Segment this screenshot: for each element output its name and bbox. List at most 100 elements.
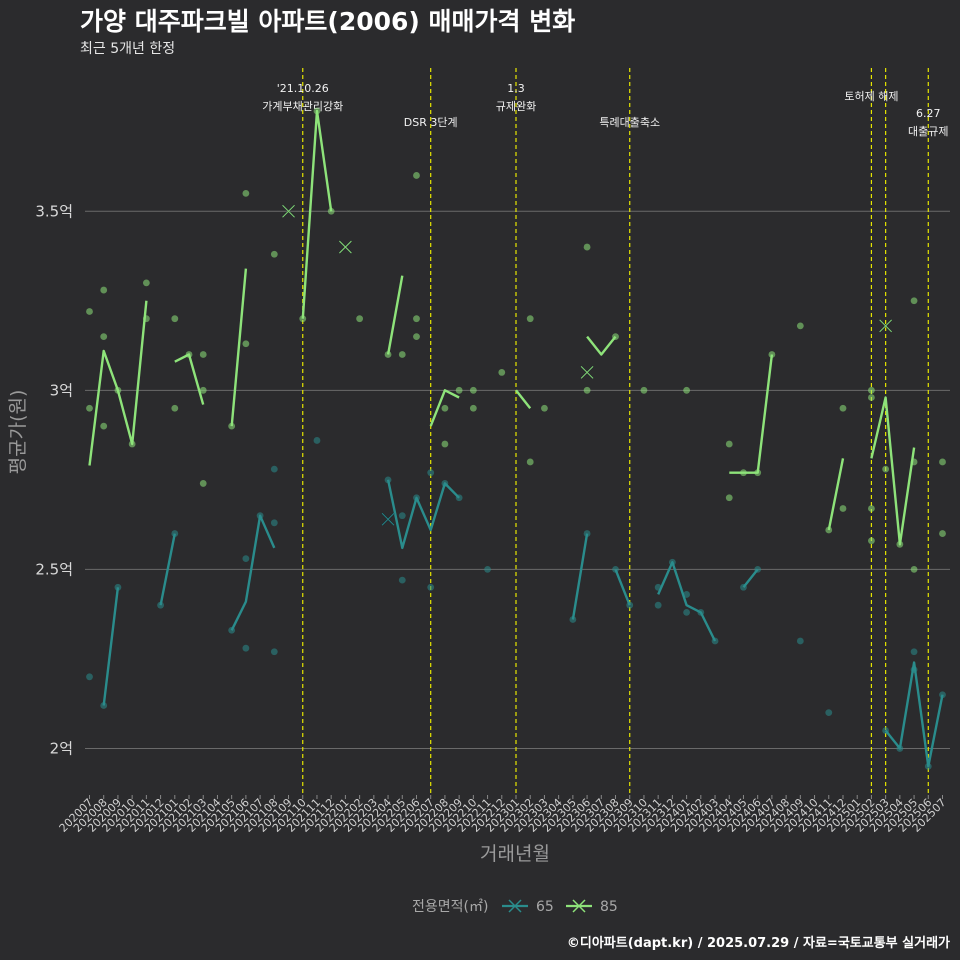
data-point xyxy=(299,315,307,323)
data-point xyxy=(868,386,875,394)
data-point xyxy=(413,315,420,323)
data-point xyxy=(441,404,449,412)
policy-annotation: 규제완화 xyxy=(496,100,536,113)
data-point xyxy=(114,583,122,591)
data-point xyxy=(228,422,236,430)
cross-marker-inner xyxy=(580,366,594,379)
legend-items: 65 85 xyxy=(502,899,618,915)
chart-title: 가양 대주파크빌 아파트(2006) 매매가격 변화 xyxy=(80,7,575,36)
cross-marker-inner xyxy=(879,319,893,333)
data-point xyxy=(242,340,250,348)
data-point xyxy=(199,351,207,358)
data-point xyxy=(413,172,420,179)
data-point xyxy=(484,565,491,573)
data-point xyxy=(910,565,918,573)
data-point xyxy=(199,480,207,487)
legend-title: 전용면적(㎡) xyxy=(412,899,488,915)
legend-label: 85 xyxy=(600,899,618,915)
data-point xyxy=(896,540,904,548)
data-point xyxy=(199,386,207,394)
data-point xyxy=(526,315,534,323)
data-point xyxy=(939,458,946,466)
data-point xyxy=(541,404,548,412)
data-point xyxy=(171,530,179,537)
chart-caption: ©디아파트(dapt.kr) / 2025.07.29 / 자료=국토교통부 실… xyxy=(567,935,950,951)
y-tick-label: 2.5억 xyxy=(35,560,73,578)
data-point xyxy=(100,333,108,340)
policy-annotation: DSR 3단계 xyxy=(404,116,458,129)
cross-marker-inner xyxy=(381,512,395,526)
data-point xyxy=(455,386,463,394)
data-point xyxy=(171,404,179,412)
data-point xyxy=(128,440,136,448)
data-point xyxy=(270,250,278,258)
data-point xyxy=(796,637,804,645)
data-point xyxy=(583,386,591,394)
data-point xyxy=(725,494,733,502)
cross-marker-inner xyxy=(282,204,295,218)
data-point xyxy=(398,351,406,358)
data-point xyxy=(427,583,435,591)
x-axis-title: 거래년월 xyxy=(480,843,550,865)
data-point xyxy=(270,519,278,527)
data-point xyxy=(86,404,93,412)
data-point xyxy=(469,404,477,412)
data-point xyxy=(796,322,804,330)
data-point xyxy=(683,608,690,616)
data-point xyxy=(526,458,534,466)
data-point xyxy=(171,315,179,323)
data-point xyxy=(725,440,733,448)
scatter-points xyxy=(86,107,946,770)
data-point xyxy=(839,404,847,412)
policy-annotation: 대출규제 xyxy=(908,125,948,138)
cross-markers xyxy=(281,204,893,526)
policy-annotation: 특례대출축소 xyxy=(599,116,660,129)
data-point xyxy=(100,422,108,430)
policy-lines xyxy=(302,68,929,795)
data-point xyxy=(910,648,918,656)
data-point xyxy=(427,469,435,477)
data-point xyxy=(868,394,875,401)
data-point xyxy=(270,648,278,656)
series-line xyxy=(102,479,944,768)
policy-annotation: '21.10.26 xyxy=(277,82,329,95)
series-lines xyxy=(90,111,944,768)
legend: 전용면적(㎡) 65 85 xyxy=(412,899,618,915)
data-point xyxy=(768,351,776,358)
data-point xyxy=(654,601,662,609)
data-point xyxy=(583,530,591,537)
x-tick-labels: 2020072020082020092020102020112020122021… xyxy=(57,795,949,835)
legend-swatch-cross xyxy=(572,899,586,913)
data-point xyxy=(910,297,918,305)
data-point xyxy=(825,526,833,534)
data-point xyxy=(398,576,406,584)
data-point xyxy=(868,537,875,545)
data-point xyxy=(825,709,833,717)
legend-label: 65 xyxy=(536,899,554,915)
data-point xyxy=(384,351,392,358)
data-point xyxy=(683,386,690,394)
policy-annotation: 6.27 xyxy=(916,107,941,120)
data-point xyxy=(142,279,150,287)
y-tick-label: 3.5억 xyxy=(35,202,73,220)
data-point xyxy=(441,440,449,448)
data-point xyxy=(868,505,875,512)
data-point xyxy=(683,591,690,598)
gridlines xyxy=(85,210,950,749)
chart-subtitle: 최근 5개년 한정 xyxy=(80,41,175,57)
data-point xyxy=(86,308,93,315)
data-point xyxy=(640,386,648,394)
data-point xyxy=(313,437,321,444)
y-axis-title: 평균가(원) xyxy=(7,390,29,475)
data-point xyxy=(910,458,918,466)
y-tick-label: 2억 xyxy=(50,739,73,757)
data-point xyxy=(242,189,250,197)
y-tick-labels: 2억 2.5억 3억 3.5억 xyxy=(35,202,73,757)
data-point xyxy=(356,315,364,323)
data-point xyxy=(100,286,108,294)
data-point xyxy=(498,369,506,376)
data-point xyxy=(569,616,577,623)
